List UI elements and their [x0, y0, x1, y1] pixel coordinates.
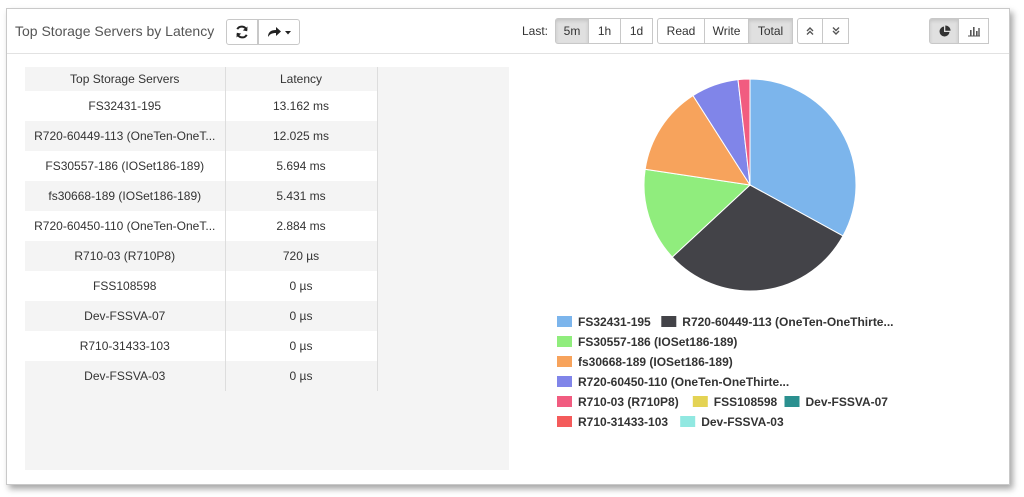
- latency-cell: 12.025 ms: [225, 121, 378, 151]
- pie-slice[interactable]: [643, 168, 752, 258]
- metric-write-button[interactable]: Write: [705, 18, 749, 44]
- latency-pie-chart: FS32431-195 R720-60449-113 (OneTen-OneThi…: [557, 78, 894, 429]
- refresh-button[interactable]: [226, 19, 258, 45]
- legend-label: R710-31433-103: [578, 415, 668, 429]
- legend-swatch: [557, 416, 572, 427]
- latency-cell: 5.694 ms: [225, 151, 378, 181]
- server-name-cell: FSS108598: [25, 271, 226, 301]
- table-row[interactable]: Dev-FSSVA-03 0 µs: [25, 361, 378, 391]
- legend-item[interactable]: Dev-FSSVA-07: [784, 395, 889, 409]
- legend-item[interactable]: FSS108598: [692, 395, 778, 409]
- legend-label: fs30668-189 (IOSet186-189): [578, 355, 733, 369]
- chevron-down-icon: [285, 31, 291, 35]
- server-name-cell: Dev-FSSVA-07: [25, 301, 226, 331]
- legend-item[interactable]: FS32431-195: [557, 315, 651, 329]
- pie-chart-icon: [939, 24, 951, 36]
- bar-view-button[interactable]: [959, 18, 989, 44]
- servers-table-panel: Top Storage Servers Latency FS32431-195 1…: [25, 67, 509, 470]
- server-name-cell: Dev-FSSVA-03: [25, 361, 226, 391]
- storage-latency-widget: Top Storage Servers by Latency Last: 5m …: [6, 8, 1010, 485]
- legend-item[interactable]: R720-60449-113 (OneTen-OneThirte...: [661, 315, 894, 329]
- legend-swatch: [557, 316, 572, 327]
- legend-swatch: [661, 316, 677, 327]
- range-1d-button[interactable]: 1d: [621, 18, 653, 44]
- legend-swatch: [557, 376, 572, 387]
- table-row[interactable]: FSS108598 0 µs: [25, 271, 378, 301]
- table-row[interactable]: fs30668-189 (IOSet186-189) 5.431 ms: [25, 181, 378, 211]
- table-row[interactable]: R720-60450-110 (OneTen-OneT... 2.884 ms: [25, 211, 378, 241]
- legend-swatch: [557, 336, 572, 347]
- table-row[interactable]: R720-60449-113 (OneTen-OneT... 12.025 ms: [25, 121, 378, 151]
- legend-item[interactable]: R720-60450-110 (OneTen-OneThirte...: [557, 375, 789, 389]
- table-row[interactable]: FS32431-195 13.162 ms: [25, 91, 378, 121]
- legend-item[interactable]: R710-31433-103: [557, 415, 668, 429]
- metric-read-button[interactable]: Read: [657, 18, 705, 44]
- legend-item[interactable]: R710-03 (R710P8): [557, 395, 679, 409]
- latency-cell: 0 µs: [225, 361, 378, 391]
- last-label: Last:: [522, 24, 549, 38]
- latency-cell: 720 µs: [225, 241, 378, 271]
- legend-label: Dev-FSSVA-07: [806, 395, 889, 409]
- pie-slice[interactable]: [737, 78, 751, 186]
- legend-swatch: [557, 396, 572, 407]
- table-row[interactable]: R710-31433-103 0 µs: [25, 331, 378, 361]
- legend-label: FS32431-195: [578, 315, 651, 329]
- legend-item[interactable]: FS30557-186 (IOSet186-189): [557, 335, 737, 349]
- range-1h-button[interactable]: 1h: [589, 18, 621, 44]
- refresh-icon: [236, 25, 248, 39]
- legend-label: FSS108598: [714, 395, 778, 409]
- range-5m-button[interactable]: 5m: [555, 18, 589, 44]
- legend-label: R720-60449-113 (OneTen-OneThirte...: [682, 315, 893, 329]
- column-header-server[interactable]: Top Storage Servers: [25, 67, 226, 91]
- legend-label: FS30557-186 (IOSet186-189): [578, 335, 737, 349]
- server-name-cell: FS30557-186 (IOSet186-189): [25, 151, 226, 181]
- latency-cell: 13.162 ms: [225, 91, 378, 121]
- share-icon: [268, 27, 291, 37]
- collapse-button[interactable]: [797, 18, 823, 44]
- legend-swatch: [784, 396, 800, 407]
- server-name-cell: R720-60450-110 (OneTen-OneT...: [25, 211, 226, 241]
- latency-cell: 0 µs: [225, 301, 378, 331]
- double-chevron-down-icon: [832, 27, 839, 35]
- share-button[interactable]: [258, 19, 300, 45]
- latency-cell: 5.431 ms: [225, 181, 378, 211]
- latency-cell: 0 µs: [225, 271, 378, 301]
- table-row[interactable]: Dev-FSSVA-07 0 µs: [25, 301, 378, 331]
- legend-swatch: [692, 396, 708, 407]
- server-name-cell: fs30668-189 (IOSet186-189): [25, 181, 226, 211]
- server-name-cell: R720-60449-113 (OneTen-OneT...: [25, 121, 226, 151]
- servers-table: Top Storage Servers Latency FS32431-195 1…: [25, 67, 378, 391]
- pie-slice[interactable]: [749, 78, 857, 237]
- latency-cell: 2.884 ms: [225, 211, 378, 241]
- metric-total-button[interactable]: Total: [749, 18, 793, 44]
- legend-swatch: [680, 416, 696, 427]
- pie-slice[interactable]: [671, 184, 844, 292]
- legend-label: Dev-FSSVA-03: [701, 415, 784, 429]
- pie-view-button[interactable]: [929, 18, 959, 44]
- column-header-latency[interactable]: Latency: [225, 67, 378, 91]
- legend-swatch: [557, 356, 572, 367]
- latency-cell: 0 µs: [225, 331, 378, 361]
- legend-item[interactable]: fs30668-189 (IOSet186-189): [557, 355, 733, 369]
- widget-header: Top Storage Servers by Latency Last: 5m …: [7, 9, 1009, 54]
- pie-slice[interactable]: [644, 94, 752, 186]
- server-name-cell: R710-31433-103: [25, 331, 226, 361]
- widget-title: Top Storage Servers by Latency: [15, 23, 215, 39]
- legend-item[interactable]: Dev-FSSVA-03: [680, 415, 784, 429]
- server-name-cell: R710-03 (R710P8): [25, 241, 226, 271]
- expand-button[interactable]: [823, 18, 849, 44]
- bar-chart-icon: [967, 27, 980, 37]
- table-row[interactable]: FS30557-186 (IOSet186-189) 5.694 ms: [25, 151, 378, 181]
- legend-label: R720-60450-110 (OneTen-OneThirte...: [578, 375, 789, 389]
- legend-label: R710-03 (R710P8): [578, 395, 679, 409]
- double-chevron-up-icon: [806, 27, 814, 35]
- server-name-cell: FS32431-195: [25, 91, 226, 121]
- table-row[interactable]: R710-03 (R710P8) 720 µs: [25, 241, 378, 271]
